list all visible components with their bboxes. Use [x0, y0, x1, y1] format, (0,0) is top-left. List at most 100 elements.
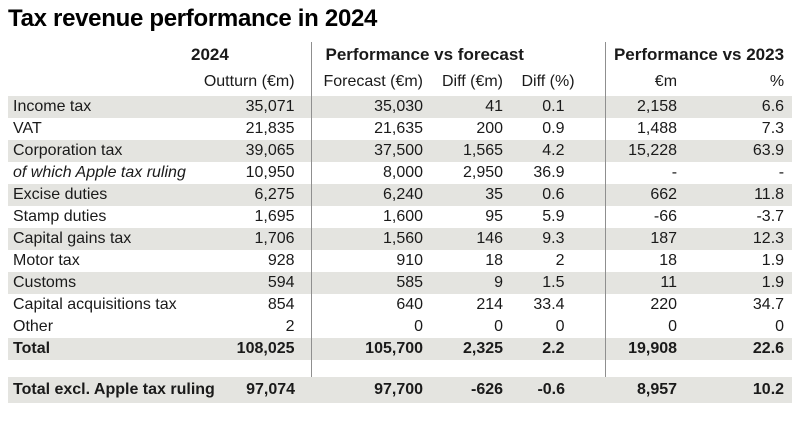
table-row: Customs 594 585 9 1.5 11 1.9 — [8, 272, 793, 294]
cell-label: Other — [13, 318, 54, 335]
header-diff-pct: Diff (%) — [521, 73, 575, 90]
table-row: Other 2 0 0 0 0 0 — [8, 316, 792, 338]
cell-diff-em: 9 — [431, 272, 508, 294]
spacer-cell — [8, 360, 208, 377]
header-diff-em: Diff (€m) — [441, 73, 504, 90]
table-body: Income tax 35,071 35,030 41 0.1 2,158 6.6 VAT 21… — [8, 96, 793, 403]
total-excl-row: Total excl. Apple tax ruling 97,074 97,700… — [8, 377, 793, 403]
cell-forecast: 6,240 — [310, 184, 432, 206]
cell-diff-em: 35 — [431, 184, 508, 206]
header-performance-vs-forecast: Performance vs forecast — [310, 42, 606, 68]
cell-diff-pct: 0.1 — [507, 96, 606, 118]
cell-vs2023-em: 18 — [604, 250, 682, 272]
cell-diff-pct: 2 — [555, 252, 565, 269]
cell-diff-pct: 0.6 — [507, 184, 606, 206]
spacer-cell — [681, 360, 792, 377]
cell-vs2023-em: -66 — [604, 206, 682, 228]
table-row: VAT 21,835 21,635 200 0.9 1,488 7.3 — [8, 118, 792, 140]
cell-forecast: 640 — [310, 294, 432, 316]
cell-diff-em: 95 — [485, 208, 504, 225]
cell-diff-em: 200 — [476, 120, 504, 137]
cell-outturn: 97,074 — [208, 377, 312, 403]
cell-forecast: 105,700 — [310, 338, 432, 360]
cell-diff-pct: 36.9 — [533, 164, 565, 181]
table-row: Capital gains tax 1,706 1,560 146 9.3 187 12.3 — [8, 228, 793, 250]
cell-forecast: 21,635 — [310, 118, 432, 140]
cell-label: Total — [8, 338, 208, 360]
cell-outturn: 10,950 — [245, 164, 295, 181]
cell-vs2023-em: 662 — [604, 184, 682, 206]
cell-diff-em: 146 — [431, 228, 508, 250]
table-row: Corporation tax 39,065 37,500 1,565 4.2 15,22… — [8, 140, 793, 162]
cell-vs2023-em: 220 — [604, 294, 682, 316]
header-vs2023-em: €m — [604, 68, 682, 96]
cell-vs2023-pct: 11.8 — [681, 184, 793, 206]
spacer-row — [8, 360, 792, 377]
cell-outturn: 2 — [285, 318, 295, 335]
header-vs2023-pct: % — [769, 73, 785, 90]
header-forecast: Forecast (€m) — [310, 68, 432, 96]
cell-label: Customs — [8, 272, 208, 294]
cell-diff-pct: -0.6 — [507, 377, 606, 403]
cell-vs2023-pct: 12.3 — [681, 228, 793, 250]
spacer-cell — [604, 360, 682, 377]
cell-vs2023-pct: 34.7 — [752, 296, 785, 313]
cell-outturn: 1,706 — [208, 228, 312, 250]
cell-diff-pct: 0.9 — [542, 120, 565, 137]
cell-outturn: 6,275 — [208, 184, 312, 206]
cell-forecast: 8,000 — [310, 162, 432, 184]
cell-label: VAT — [13, 120, 42, 137]
cell-forecast: 910 — [310, 250, 432, 272]
cell-diff-pct: 33.4 — [533, 296, 565, 313]
cell-diff-em: 214 — [476, 296, 504, 313]
subheader-row: Outturn (€m) Forecast (€m) Diff (€m) Dif… — [8, 68, 792, 96]
page-title: Tax revenue performance in 2024 — [8, 5, 378, 32]
cell-label: of which Apple tax ruling — [13, 164, 186, 181]
cell-diff-pct: 4.2 — [507, 140, 606, 162]
cell-vs2023-em: 19,908 — [604, 338, 682, 360]
cell-diff-em: 18 — [485, 252, 504, 269]
cell-label: Stamp duties — [13, 208, 107, 225]
cell-vs2023-pct: 1.9 — [761, 252, 785, 269]
cell-label: Total excl. Apple tax ruling — [8, 377, 215, 403]
cell-vs2023-pct: 1.9 — [681, 272, 793, 294]
table-row: Motor tax 928 910 18 2 18 1.9 — [8, 250, 792, 272]
cell-forecast: 1,600 — [310, 206, 432, 228]
cell-forecast: 97,700 — [311, 377, 432, 403]
cell-label: Motor tax — [13, 252, 80, 269]
header-year-2024: 2024 — [191, 45, 229, 64]
cell-outturn: 108,025 — [208, 338, 312, 360]
cell-outturn: 35,071 — [208, 96, 312, 118]
spacer-cell — [431, 360, 507, 377]
cell-vs2023-em: 1,488 — [604, 118, 682, 140]
cell-vs2023-pct: - — [778, 164, 785, 181]
cell-label: Capital acquisitions tax — [13, 296, 177, 313]
header-outturn: Outturn (€m) — [203, 73, 295, 90]
cell-diff-pct: 0 — [555, 318, 565, 335]
table-row: Excise duties 6,275 6,240 35 0.6 662 11.8 — [8, 184, 793, 206]
cell-vs2023-em: 0 — [604, 316, 682, 338]
cell-vs2023-em: 15,228 — [604, 140, 682, 162]
cell-vs2023-pct: 6.6 — [681, 96, 793, 118]
spacer-cell — [208, 360, 311, 377]
cell-vs2023-em: 2,158 — [604, 96, 682, 118]
cell-diff-em: 0 — [494, 318, 504, 335]
cell-forecast: 0 — [310, 316, 432, 338]
cell-outturn: 39,065 — [208, 140, 312, 162]
section-header-row: 2024 Performance vs forecast Performance… — [8, 42, 793, 68]
cell-vs2023-em: 11 — [604, 272, 682, 294]
table-row: of which Apple tax ruling 10,950 8,000 2,95… — [8, 162, 792, 184]
cell-diff-em: 41 — [431, 96, 508, 118]
cell-forecast: 37,500 — [310, 140, 432, 162]
cell-outturn: 594 — [208, 272, 312, 294]
spacer-cell — [310, 360, 432, 377]
cell-forecast: 585 — [310, 272, 432, 294]
cell-forecast: 35,030 — [310, 96, 432, 118]
cell-label: Corporation tax — [8, 140, 208, 162]
header-performance-vs-2023: Performance vs 2023 — [604, 42, 793, 68]
cell-vs2023-em: 8,957 — [605, 377, 682, 403]
cell-vs2023-pct: 7.3 — [761, 120, 785, 137]
cell-vs2023-pct: 63.9 — [681, 140, 793, 162]
spacer-cell — [507, 360, 605, 377]
cell-label: Income tax — [8, 96, 208, 118]
